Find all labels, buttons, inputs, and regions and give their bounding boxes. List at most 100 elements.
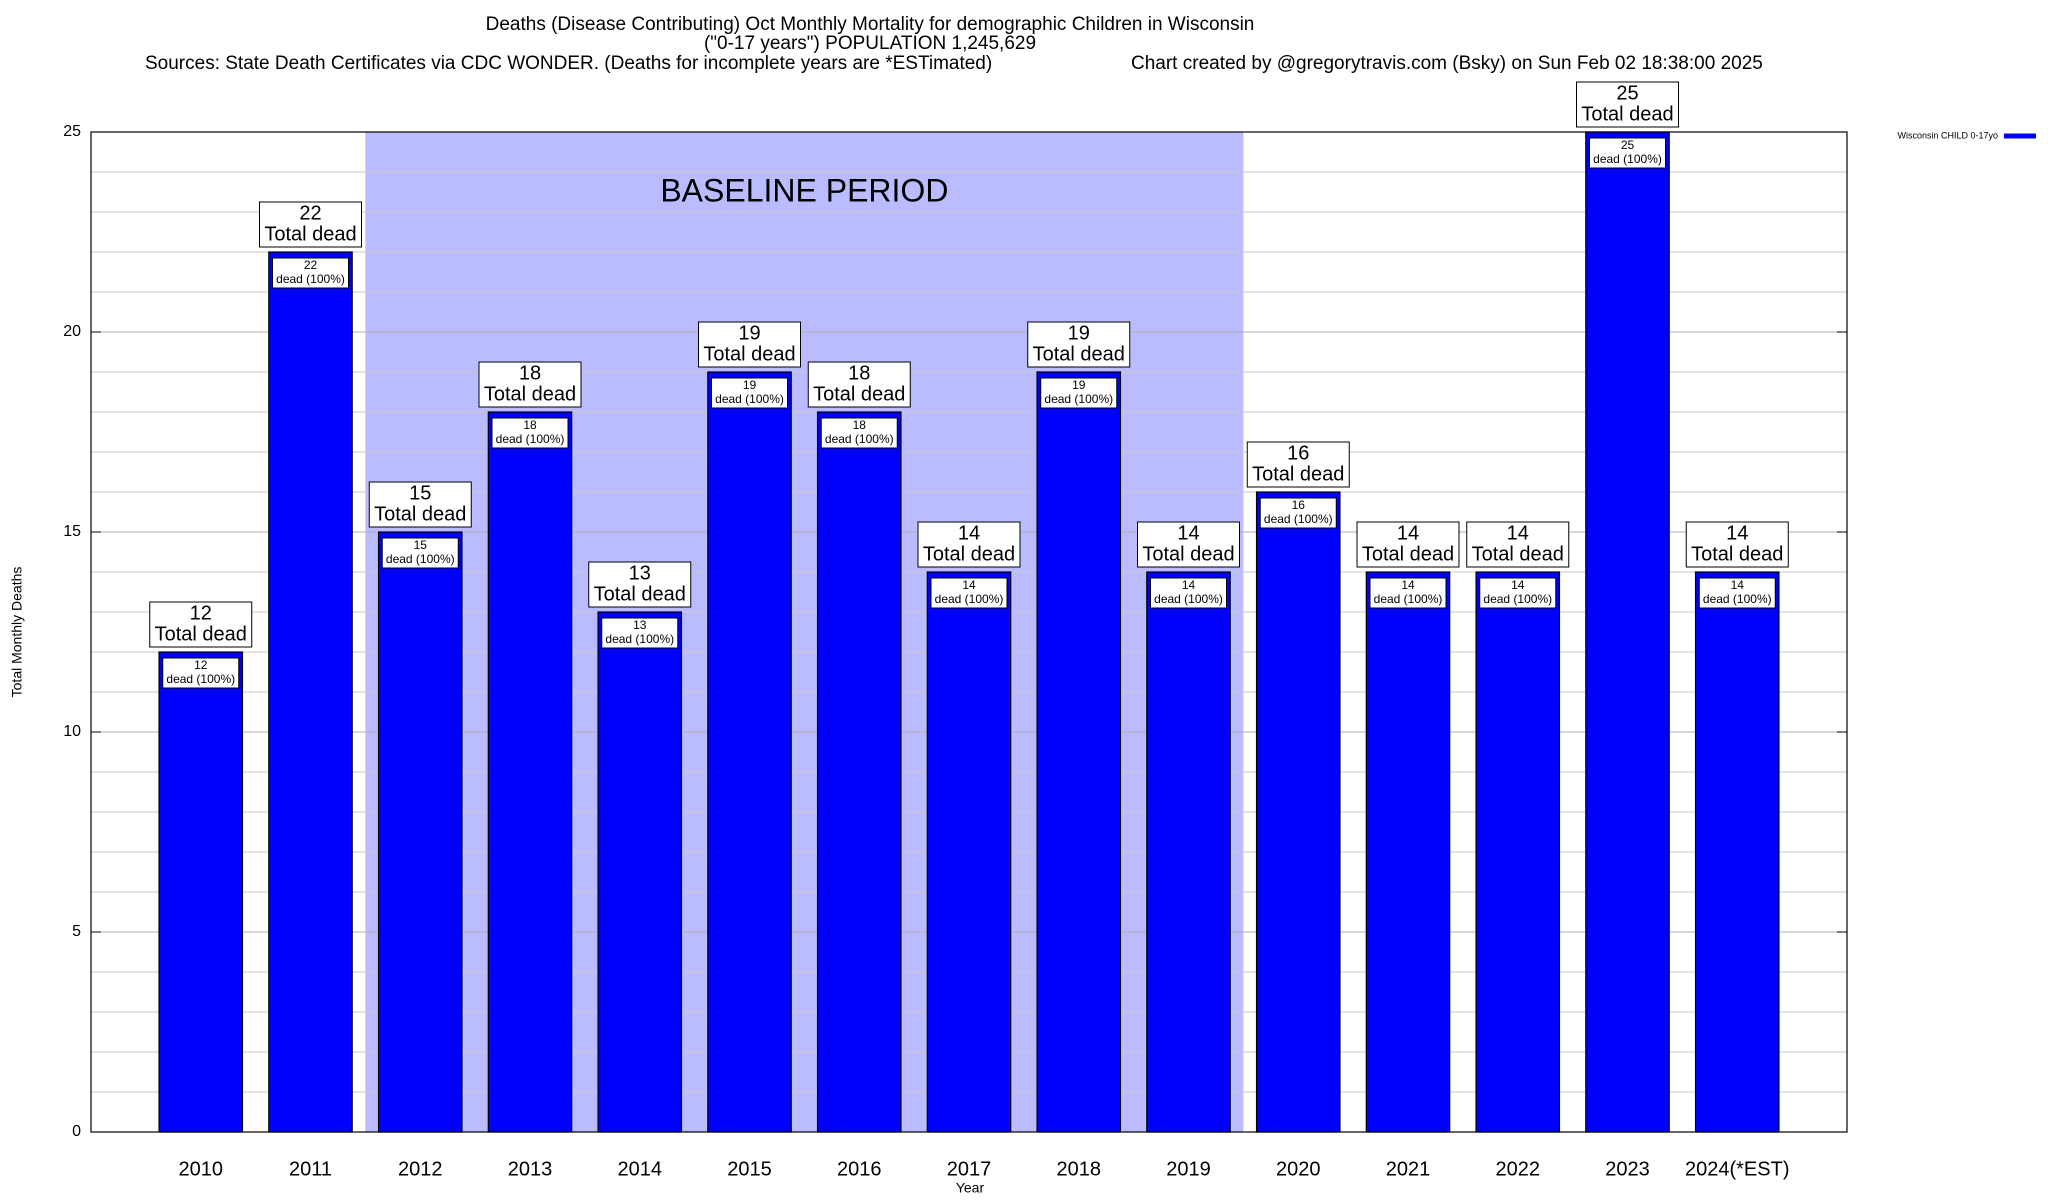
total-label: Total dead xyxy=(374,503,466,525)
total-value-label: 14 xyxy=(1507,522,1529,544)
segment-label: dead (100%) xyxy=(166,672,235,686)
total-value-label: 14 xyxy=(1726,522,1748,544)
total-value-label: 13 xyxy=(629,562,651,584)
total-label-box xyxy=(698,321,801,368)
segment-label: dead (100%) xyxy=(1483,592,1552,606)
total-value-label: 14 xyxy=(1397,522,1419,544)
bar xyxy=(377,531,463,1133)
total-label-box xyxy=(259,201,362,248)
total-label: Total dead xyxy=(1581,103,1673,125)
total-label: Total dead xyxy=(594,583,686,605)
segment-label-box xyxy=(930,577,1008,609)
segment-label: dead (100%) xyxy=(825,432,894,446)
x-tick-label: 2016 xyxy=(837,1158,882,1180)
segment-value-label: 14 xyxy=(1182,578,1196,592)
segment-value-label: 19 xyxy=(1072,378,1086,392)
total-label: Total dead xyxy=(1033,343,1125,365)
segment-label: dead (100%) xyxy=(715,392,784,406)
segment-value-label: 15 xyxy=(414,538,428,552)
total-value-label: 19 xyxy=(1068,322,1090,344)
total-value-label: 25 xyxy=(1616,82,1638,104)
x-tick-label: 2022 xyxy=(1496,1158,1541,1180)
segment-label: dead (100%) xyxy=(1044,392,1113,406)
bar xyxy=(1255,491,1341,1133)
segment-label-box xyxy=(1369,577,1447,609)
y-tick-label: 15 xyxy=(63,523,81,540)
total-value-label: 19 xyxy=(738,322,760,344)
bar xyxy=(816,411,902,1133)
total-label-box xyxy=(1027,321,1131,368)
total-label: Total dead xyxy=(1252,463,1344,485)
total-label-box xyxy=(1356,521,1460,568)
total-label: Total dead xyxy=(484,383,576,405)
segment-label: dead (100%) xyxy=(1264,512,1333,526)
segment-label: dead (100%) xyxy=(935,592,1004,606)
segment-value-label: 19 xyxy=(743,378,757,392)
total-value-label: 14 xyxy=(1177,522,1199,544)
bar xyxy=(1365,571,1451,1133)
segment-label-box xyxy=(1040,377,1118,409)
source-note: Sources: State Death Certificates via CD… xyxy=(145,53,992,74)
total-label-box xyxy=(917,521,1021,568)
bar xyxy=(1475,571,1561,1133)
segment-label-box xyxy=(820,417,898,449)
total-label-box xyxy=(807,361,911,408)
segment-value-label: 12 xyxy=(194,658,208,672)
y-tick-label: 5 xyxy=(72,923,81,940)
bar xyxy=(268,251,353,1133)
x-tick-label: 2018 xyxy=(1057,1158,1102,1180)
total-label-box xyxy=(368,481,472,528)
segment-label: dead (100%) xyxy=(276,272,345,286)
x-tick-label: 2024(*EST) xyxy=(1685,1158,1790,1180)
x-tick-label: 2019 xyxy=(1166,1158,1211,1180)
bar xyxy=(1585,131,1670,1133)
chart-title: Deaths (Disease Contributing) Oct Monthl… xyxy=(486,14,1255,35)
y-tick-label: 10 xyxy=(63,723,81,740)
total-label: Total dead xyxy=(813,383,905,405)
total-label-box xyxy=(149,601,253,648)
total-label: Total dead xyxy=(1142,543,1234,565)
segment-label: dead (100%) xyxy=(1374,592,1443,606)
bar xyxy=(926,571,1012,1133)
x-tick-label: 2015 xyxy=(727,1158,772,1180)
segment-label-box xyxy=(162,657,240,689)
total-label: Total dead xyxy=(1362,543,1454,565)
legend-label: Wisconsin CHILD 0-17yo xyxy=(1897,130,1998,140)
total-label-box xyxy=(1685,521,1789,568)
segment-value-label: 14 xyxy=(962,578,976,592)
y-axis-label: Total Monthly Deaths xyxy=(9,567,25,698)
total-label-box xyxy=(1466,521,1570,568)
segment-label-box xyxy=(381,537,459,569)
segment-label-box xyxy=(272,257,349,289)
total-label: Total dead xyxy=(264,223,356,245)
segment-value-label: 14 xyxy=(1511,578,1525,592)
x-tick-label: 2021 xyxy=(1386,1158,1431,1180)
bar xyxy=(1036,371,1122,1133)
x-tick-label: 2013 xyxy=(508,1158,553,1180)
x-tick-label: 2014 xyxy=(618,1158,663,1180)
segment-label-box xyxy=(1698,577,1776,609)
segment-value-label: 13 xyxy=(633,618,647,632)
x-tick-label: 2012 xyxy=(398,1158,443,1180)
segment-value-label: 25 xyxy=(1621,138,1635,152)
total-value-label: 16 xyxy=(1287,442,1309,464)
segment-value-label: 22 xyxy=(304,258,318,272)
total-label: Total dead xyxy=(1472,543,1564,565)
bar xyxy=(1146,571,1231,1133)
x-tick-label: 2011 xyxy=(289,1158,332,1180)
segment-label-box xyxy=(1150,577,1227,609)
segment-value-label: 18 xyxy=(523,418,537,432)
segment-value-label: 14 xyxy=(1731,578,1745,592)
segment-value-label: 16 xyxy=(1292,498,1306,512)
total-label-box xyxy=(1246,441,1350,488)
total-value-label: 22 xyxy=(299,202,321,224)
total-label: Total dead xyxy=(1691,543,1783,565)
total-value-label: 15 xyxy=(409,482,431,504)
y-tick-label: 20 xyxy=(63,323,81,340)
segment-label-box xyxy=(601,617,679,649)
segment-label-box xyxy=(1589,137,1666,169)
x-tick-label: 2023 xyxy=(1605,1158,1650,1180)
segment-label: dead (100%) xyxy=(386,552,455,566)
bar xyxy=(1694,571,1780,1133)
